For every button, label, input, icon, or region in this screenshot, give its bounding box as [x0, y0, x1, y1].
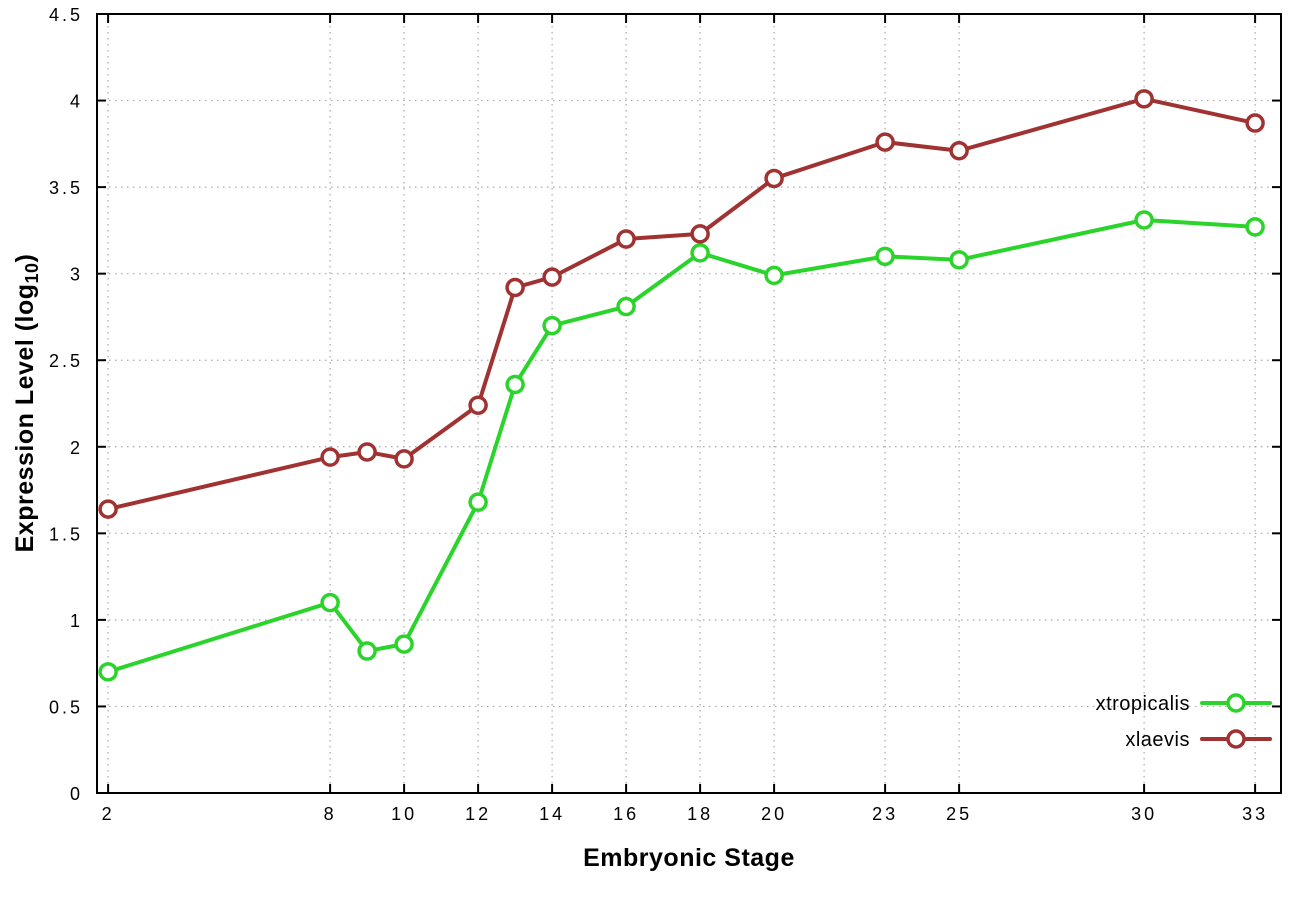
series-marker-xlaevis — [690, 224, 710, 244]
y-axis-title: Expression Level (log10) — [11, 254, 43, 553]
series-marker-xtropicalis — [357, 641, 377, 661]
series-marker-xtropicalis — [949, 250, 969, 270]
x-tick-label: 14 — [539, 804, 565, 824]
y-tick-label: 3.5 — [49, 178, 83, 198]
series-marker-xtropicalis — [320, 592, 340, 613]
x-tick-label: 8 — [324, 804, 337, 824]
x-tick-label: 12 — [465, 804, 491, 824]
series-marker-xtropicalis — [616, 296, 636, 317]
series-marker-xlaevis — [875, 132, 895, 152]
x-tick-label: 16 — [613, 804, 639, 824]
x-tick-label: 23 — [872, 804, 898, 824]
series-marker-xtropicalis — [690, 243, 710, 263]
series-marker-xtropicalis — [468, 492, 488, 512]
series-marker-xlaevis — [320, 447, 340, 467]
plot-border — [96, 13, 1282, 794]
y-tick-label: 4.5 — [49, 5, 83, 25]
y-tick-label: 2.5 — [49, 351, 83, 371]
x-tick-label: 18 — [687, 804, 713, 824]
x-tick-label: 30 — [1131, 804, 1157, 824]
series-marker-xtropicalis — [542, 315, 562, 336]
legend-sample-marker-xtropicalis — [1226, 693, 1246, 713]
legend-sample-marker-xlaevis — [1226, 729, 1246, 749]
series-marker-xlaevis — [949, 141, 969, 161]
legend-label-xlaevis: xlaevis — [1125, 729, 1190, 751]
x-tick-label: 20 — [761, 804, 787, 824]
y-tick-label: 2 — [70, 438, 83, 458]
y-tick-label: 1.5 — [49, 524, 83, 544]
x-tick-label: 33 — [1242, 804, 1268, 824]
y-tick-label: 4 — [70, 92, 83, 112]
y-tick-label: 3 — [70, 265, 83, 285]
series-marker-xtropicalis — [875, 246, 895, 267]
series-marker-xlaevis — [505, 277, 525, 298]
y-axis-title-text: Expression Level (log — [11, 283, 39, 553]
series-marker-xlaevis — [468, 395, 488, 415]
series-marker-xlaevis — [357, 442, 377, 462]
series-marker-xtropicalis — [98, 662, 118, 682]
y-tick-label: 0.5 — [49, 697, 83, 717]
y-tick-label: 0 — [70, 784, 83, 804]
y-tick-label: 1 — [70, 611, 83, 631]
series-marker-xlaevis — [394, 449, 414, 469]
legend-label-xtropicalis: xtropicalis — [1096, 693, 1190, 715]
series-line-xtropicalis — [106, 218, 1258, 674]
x-tick-label: 25 — [946, 804, 972, 824]
series-marker-xlaevis — [1245, 113, 1265, 133]
x-tick-label: 2 — [102, 804, 115, 824]
series-marker-xlaevis — [542, 267, 562, 287]
series-marker-xtropicalis — [1245, 217, 1265, 237]
x-tick-label: 10 — [391, 804, 417, 824]
series-marker-xlaevis — [98, 499, 118, 519]
series-marker-xlaevis — [1134, 89, 1154, 109]
series-marker-xtropicalis — [764, 265, 784, 286]
series-marker-xtropicalis — [1134, 210, 1154, 230]
series-line-xlaevis — [106, 96, 1258, 512]
series-marker-xlaevis — [764, 168, 784, 189]
series-marker-xtropicalis — [394, 634, 414, 654]
series-marker-xlaevis — [616, 229, 636, 249]
y-axis-title-subscript: 10 — [22, 262, 42, 284]
x-axis-title: Embryonic Stage — [583, 844, 795, 872]
series-marker-xtropicalis — [505, 374, 525, 395]
y-axis-title-suffix: ) — [11, 253, 39, 263]
